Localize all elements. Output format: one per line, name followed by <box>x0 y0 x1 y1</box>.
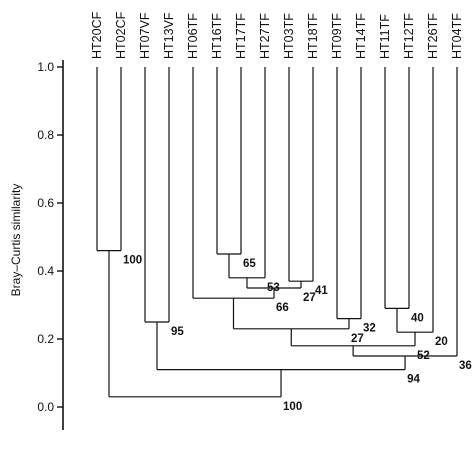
leaf-label: HT26TF <box>426 13 440 59</box>
bootstrap-label: 20 <box>435 336 448 348</box>
y-tick-label: 0.8 <box>37 128 54 142</box>
y-tick-label: 1.0 <box>37 60 54 74</box>
bootstrap-label: 100 <box>123 255 142 267</box>
leaf-label: HT18TF <box>306 13 320 59</box>
bootstrap-label: 36 <box>459 360 472 372</box>
leaf-label: HT09TF <box>330 13 344 59</box>
leaf-label: HT11TF <box>378 14 392 59</box>
leaf-label: HT04TF <box>450 13 464 59</box>
y-tick-label: 0.4 <box>37 264 54 278</box>
dendrogram-tree <box>96 67 458 398</box>
bootstrap-label: 41 <box>315 285 328 297</box>
leaf-label: HT14TF <box>354 13 368 59</box>
bootstrap-label: 52 <box>417 350 430 362</box>
y-axis: 0.0 0.2 0.4 0.6 0.8 1.0 <box>37 60 64 430</box>
leaf-label: HT17TF <box>234 13 248 59</box>
y-tick-label: 0.6 <box>37 196 54 210</box>
leaf-label: HT02CF <box>114 11 128 59</box>
leaf-label: HT12TF <box>402 13 416 59</box>
bootstrap-label: 95 <box>171 326 184 338</box>
bootstrap-label: 32 <box>363 323 376 335</box>
bootstrap-label: 66 <box>276 302 289 314</box>
y-tick-label: 0.0 <box>37 400 54 414</box>
leaf-label: HT20CF <box>90 11 104 59</box>
leaf-labels: HT20CF HT02CF HT07VF HT13VF HT06TF HT16TF HT17… <box>90 11 464 59</box>
leaf-label: HT03TF <box>282 13 296 59</box>
leaf-label: HT13VF <box>162 12 176 59</box>
leaf-label: HT06TF <box>186 13 200 59</box>
bootstrap-label: 27 <box>303 292 316 304</box>
bootstrap-label: 100 <box>283 401 302 413</box>
bootstrap-label: 65 <box>243 258 256 270</box>
bootstrap-label: 53 <box>267 282 280 294</box>
bootstrap-label: 94 <box>407 374 420 386</box>
y-axis-title: Bray–Curtis similarity <box>9 184 23 297</box>
leaf-label: HT16TF <box>210 13 224 59</box>
y-tick-label: 0.2 <box>37 332 54 346</box>
leaf-label: HT07VF <box>138 12 152 59</box>
bootstrap-label: 27 <box>351 333 364 345</box>
leaf-label: HT27TF <box>258 13 272 59</box>
bootstrap-label: 40 <box>411 312 424 324</box>
